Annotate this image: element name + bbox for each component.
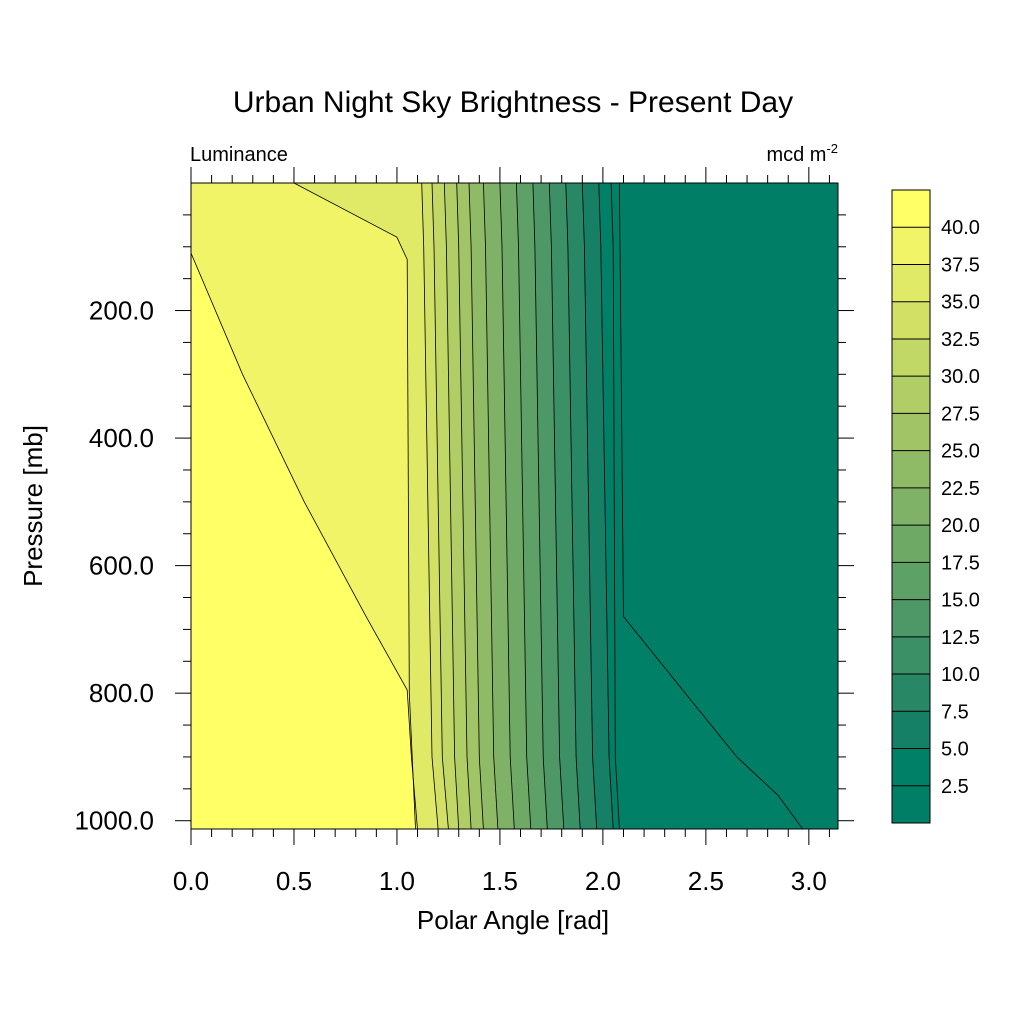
right-string: mcd m-2 (766, 141, 838, 166)
colorbar-segment (892, 450, 930, 489)
contour-fills (191, 183, 838, 829)
colorbar-label: 30.0 (941, 366, 980, 388)
contour-line-2-5 (610, 183, 620, 829)
contour-line-15 (532, 183, 548, 829)
colorbar-segment (892, 413, 930, 452)
y-tick-label: 800.0 (89, 678, 154, 708)
x-tick-label: 1.0 (379, 866, 415, 896)
contour-line-32-5 (431, 183, 449, 829)
colorbar-segment (892, 227, 930, 265)
y-tick-labels: 200.0 400.0 600.0 800.0 1000.0 (74, 296, 154, 836)
x-tick-label: 3.0 (791, 866, 827, 896)
colorbar-label: 5.0 (941, 739, 969, 761)
colorbar-label: 7.5 (941, 701, 969, 723)
colorbar-segment (892, 562, 930, 601)
contour-line-20 (499, 183, 515, 829)
contour-line-35 (421, 183, 439, 829)
right-string-unit: mcd m (766, 144, 826, 166)
colorbar-label: 20.0 (941, 515, 980, 537)
colorbar-segment (892, 338, 930, 377)
x-tick-label: 0.5 (276, 866, 312, 896)
contour-line-12-5 (548, 183, 565, 829)
contour-line-17-5 (516, 183, 532, 829)
contour-line-40 (293, 183, 416, 829)
colorbar-segment (892, 748, 930, 787)
contour-line-27-5 (456, 183, 472, 829)
colorbar-label: 17.5 (941, 552, 980, 574)
colorbar-label: 2.5 (941, 776, 969, 798)
colorbar-segment (892, 674, 930, 712)
colorbar-label: 32.5 (941, 329, 980, 351)
contour-line-22-5 (483, 183, 499, 829)
colorbar-segment (892, 264, 930, 303)
contour-line-10 (565, 183, 581, 829)
x-tick-labels: 0.0 0.5 1.0 1.5 2.0 2.5 3.0 (173, 866, 827, 896)
colorbar-label: 27.5 (941, 403, 980, 425)
x-axis-label: Polar Angle [rad] (417, 905, 609, 935)
contour-line-30 (443, 183, 460, 829)
colorbar-segment (892, 487, 930, 526)
colorbar-segment (892, 301, 930, 340)
colorbar-label: 15.0 (941, 590, 980, 612)
y-axis-label: Pressure [mb] (18, 425, 48, 587)
y-tick-label: 400.0 (89, 423, 154, 453)
colorbar-label: 25.0 (941, 441, 980, 463)
colorbar-segment (892, 711, 930, 750)
contour-line-25 (468, 183, 484, 829)
contour-line-0 (619, 183, 804, 829)
colorbar-label: 40.0 (941, 217, 980, 239)
colorbar-label: 37.5 (941, 254, 980, 276)
axis-ticks (175, 167, 854, 845)
colorbar-label: 35.0 (941, 292, 980, 314)
colorbar: 40.0 37.5 35.0 32.5 30.0 27.5 25.0 22.5 20.0 17.5… (891, 189, 980, 824)
y-tick-label: 1000.0 (74, 806, 154, 836)
contour-line-5 (598, 183, 614, 829)
x-tick-label: 2.0 (585, 866, 621, 896)
colorbar-segment (892, 190, 930, 228)
plot-frame (190, 182, 839, 830)
colorbar-segment (892, 636, 930, 675)
x-tick-label: 0.0 (173, 866, 209, 896)
colorbar-segment (892, 599, 930, 638)
colorbar-label: 12.5 (941, 627, 980, 649)
colorbar-label: 10.0 (941, 664, 980, 686)
right-string-superscript: -2 (826, 141, 838, 156)
x-tick-label: 2.5 (688, 866, 724, 896)
left-string: Luminance (190, 144, 288, 166)
contour-lines (191, 183, 804, 829)
y-tick-label: 200.0 (89, 296, 154, 326)
contour-line-7-5 (581, 183, 598, 829)
colorbar-segment (892, 785, 930, 824)
y-tick-label: 600.0 (89, 551, 154, 581)
contour-line-37-5 (191, 252, 418, 829)
colorbar-segment (892, 525, 930, 563)
chart-title: Urban Night Sky Brightness - Present Day (233, 86, 793, 119)
colorbar-segment (892, 376, 930, 414)
colorbar-frame (891, 189, 931, 824)
colorbar-label: 22.5 (941, 478, 980, 500)
x-tick-label: 1.5 (482, 866, 518, 896)
